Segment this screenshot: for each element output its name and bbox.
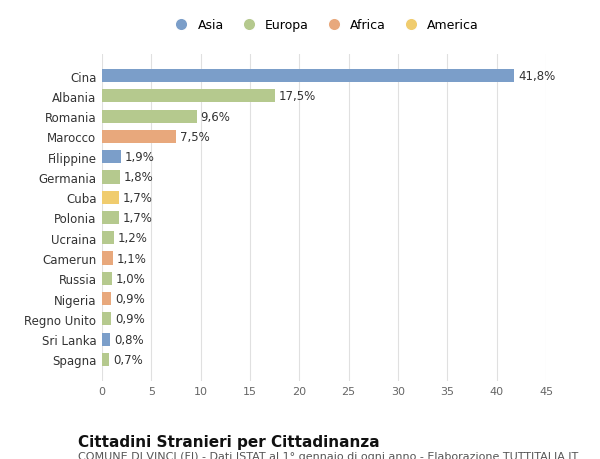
Text: 1,7%: 1,7% [123, 212, 152, 224]
Legend: Asia, Europa, Africa, America: Asia, Europa, Africa, America [169, 19, 479, 32]
Bar [102, 70, 514, 83]
Bar [102, 272, 112, 285]
Text: 0,8%: 0,8% [114, 333, 143, 346]
Bar [102, 212, 119, 224]
Text: 0,9%: 0,9% [115, 313, 145, 325]
Bar [102, 130, 176, 144]
Bar [102, 353, 109, 366]
Text: 41,8%: 41,8% [518, 70, 556, 83]
Text: 1,0%: 1,0% [116, 272, 146, 285]
Bar [102, 90, 275, 103]
Text: 17,5%: 17,5% [278, 90, 316, 103]
Text: 0,7%: 0,7% [113, 353, 143, 366]
Text: 7,5%: 7,5% [180, 131, 209, 144]
Text: 1,1%: 1,1% [117, 252, 146, 265]
Text: 1,8%: 1,8% [124, 171, 154, 184]
Bar [102, 110, 197, 123]
Bar [102, 333, 110, 346]
Text: 1,7%: 1,7% [123, 191, 152, 204]
Text: COMUNE DI VINCI (FI) - Dati ISTAT al 1° gennaio di ogni anno - Elaborazione TUTT: COMUNE DI VINCI (FI) - Dati ISTAT al 1° … [78, 451, 578, 459]
Text: 1,9%: 1,9% [125, 151, 155, 164]
Bar [102, 292, 111, 306]
Bar [102, 252, 113, 265]
Bar [102, 313, 111, 326]
Text: 0,9%: 0,9% [115, 292, 145, 305]
Bar [102, 151, 121, 164]
Bar [102, 191, 119, 204]
Bar [102, 232, 114, 245]
Text: 1,2%: 1,2% [118, 232, 148, 245]
Bar [102, 171, 120, 184]
Text: Cittadini Stranieri per Cittadinanza: Cittadini Stranieri per Cittadinanza [78, 434, 380, 449]
Text: 9,6%: 9,6% [200, 111, 230, 123]
